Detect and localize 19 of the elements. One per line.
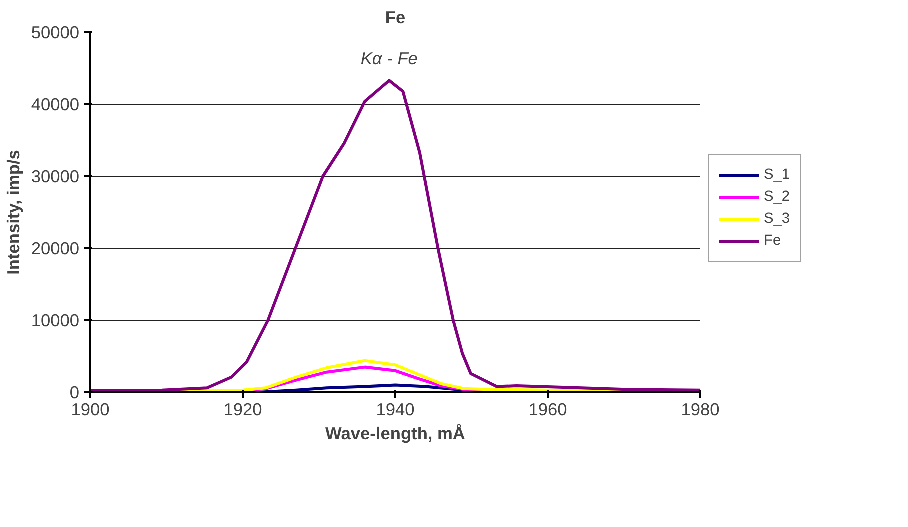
y-tick-label: 50000 — [31, 22, 80, 42]
legend-label: Fe — [764, 233, 782, 249]
x-tick-label: 1900 — [71, 400, 110, 420]
y-tick-label: 10000 — [31, 310, 80, 330]
y-tick-label: 0 — [70, 382, 80, 402]
x-tick-label: 1960 — [528, 400, 568, 420]
x-tick-label: 1940 — [376, 400, 415, 420]
legend-label: S_2 — [764, 189, 790, 205]
y-axis-title: Intensity, imp/s — [3, 150, 24, 275]
x-tick-label: 1920 — [224, 400, 262, 420]
x-axis-title: Wave-length, mÅ — [326, 424, 466, 444]
legend-label: S_1 — [764, 167, 790, 183]
chart-title: Fe — [385, 8, 406, 28]
x-tick-label: 1980 — [681, 400, 720, 420]
legend-label: S_3 — [764, 211, 790, 227]
annotation: Kα - Fe — [360, 48, 418, 69]
y-tick-label: 30000 — [31, 166, 80, 186]
y-tick-label: 40000 — [31, 94, 80, 114]
y-tick-label: 20000 — [31, 238, 80, 258]
